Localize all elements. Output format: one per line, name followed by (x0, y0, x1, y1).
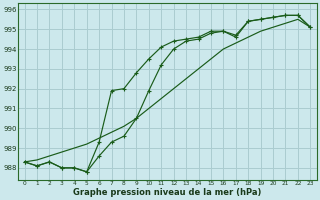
X-axis label: Graphe pression niveau de la mer (hPa): Graphe pression niveau de la mer (hPa) (73, 188, 262, 197)
